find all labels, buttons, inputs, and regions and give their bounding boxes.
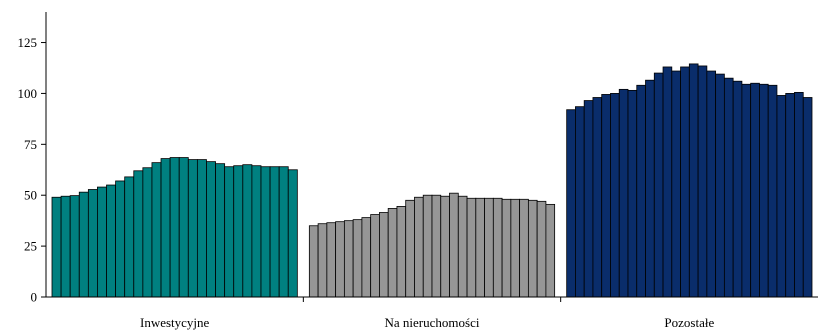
bar — [449, 192, 459, 298]
y-axis: 0 25 50 75 100 125 — [18, 12, 47, 305]
bar — [741, 83, 752, 298]
bar — [405, 199, 415, 298]
bar — [697, 65, 708, 298]
bar — [750, 82, 760, 298]
bar — [169, 157, 180, 298]
bar — [414, 196, 424, 298]
bar — [87, 189, 98, 298]
bar — [178, 157, 189, 298]
bar — [196, 159, 207, 298]
bar — [335, 221, 345, 298]
bar — [662, 66, 673, 298]
bar — [124, 176, 135, 298]
category-label: Na nieruchomości — [385, 315, 480, 330]
bar — [501, 198, 512, 298]
bar — [723, 77, 734, 298]
bar — [475, 197, 485, 298]
bar — [732, 80, 743, 298]
bar — [343, 220, 354, 298]
y-tick-label: 75 — [24, 137, 37, 152]
bar — [636, 84, 646, 298]
bar — [115, 180, 126, 298]
bar — [260, 166, 271, 298]
bar — [575, 106, 585, 298]
bar — [97, 186, 107, 298]
bar — [618, 88, 629, 298]
bar — [688, 63, 699, 298]
bar — [566, 109, 576, 298]
bar — [653, 72, 664, 298]
bar — [457, 195, 468, 298]
bar — [645, 79, 655, 298]
bar — [492, 197, 503, 298]
bar — [287, 169, 298, 298]
bar — [610, 93, 620, 298]
bar — [592, 97, 603, 298]
bar — [536, 200, 547, 298]
bar — [361, 217, 372, 298]
y-tick-label: 100 — [18, 86, 38, 101]
bar — [396, 206, 407, 298]
y-tick-label: 125 — [18, 35, 38, 50]
bar — [60, 195, 71, 298]
bar — [680, 66, 690, 298]
bar — [627, 89, 638, 298]
bar — [794, 92, 804, 298]
bar — [215, 163, 226, 298]
bar — [142, 167, 153, 298]
bar — [251, 165, 262, 298]
bar — [802, 97, 813, 298]
bar — [466, 197, 477, 298]
bar — [187, 159, 198, 298]
bar — [510, 198, 521, 298]
y-tick-label: 50 — [24, 188, 37, 203]
bar — [776, 95, 787, 298]
bar — [767, 84, 778, 298]
bar — [133, 170, 144, 298]
x-axis: Inwestycyjne Na nieruchomości Pozostałe — [46, 296, 818, 330]
bar — [370, 214, 380, 298]
bar — [206, 161, 216, 298]
bar — [51, 196, 62, 298]
category-label: Pozostałe — [664, 315, 714, 330]
bars — [51, 63, 813, 298]
bar — [242, 164, 253, 298]
bar — [387, 208, 398, 298]
category-label: Inwestycyjne — [140, 315, 210, 330]
bar — [379, 212, 389, 298]
bar — [317, 223, 328, 298]
bar — [759, 83, 769, 298]
y-tick-label: 0 — [31, 290, 38, 305]
bar — [422, 194, 433, 298]
y-tick-label: 25 — [24, 239, 37, 254]
bar — [671, 70, 681, 298]
bar — [583, 100, 594, 298]
bar — [352, 219, 363, 298]
bar — [706, 70, 717, 298]
bar — [326, 222, 337, 298]
bar — [269, 166, 280, 298]
bar — [527, 199, 538, 298]
bar — [69, 195, 80, 298]
bar — [715, 73, 725, 298]
bar — [545, 203, 556, 298]
bar — [785, 93, 795, 298]
bar — [308, 225, 319, 298]
bar — [151, 162, 162, 298]
bar — [484, 197, 494, 298]
bar — [224, 166, 235, 298]
bar — [106, 184, 117, 298]
bar — [233, 165, 244, 298]
bar — [440, 195, 450, 298]
bar — [160, 158, 171, 298]
bar — [78, 191, 89, 298]
bar — [519, 198, 529, 298]
bar — [431, 194, 442, 298]
bar — [601, 94, 611, 298]
bar — [278, 166, 289, 298]
